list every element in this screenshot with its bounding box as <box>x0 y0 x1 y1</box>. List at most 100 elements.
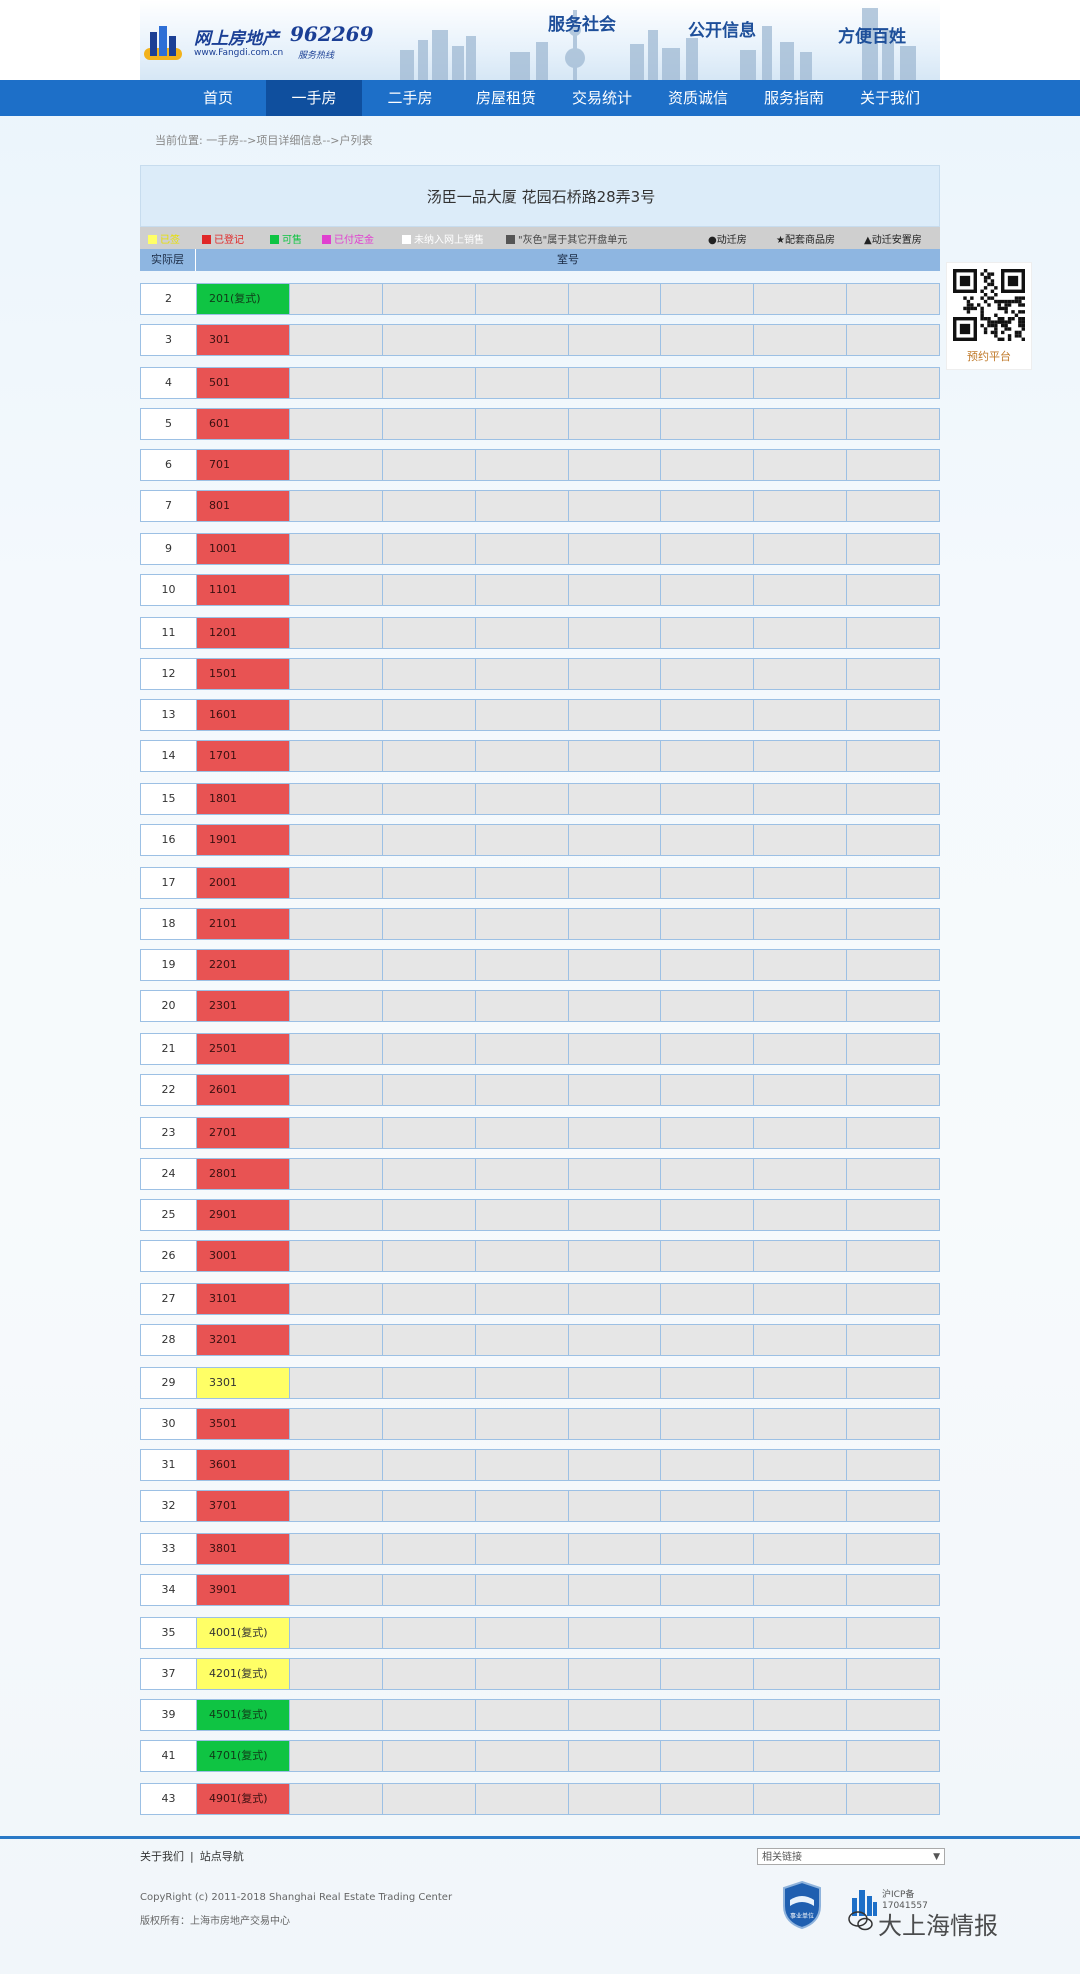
chevron-down-icon: ▼ <box>933 1852 940 1862</box>
empty-cell <box>568 1368 662 1398</box>
footer-divider <box>0 1836 1080 1839</box>
table-row: 12 1501 <box>140 658 940 690</box>
empty-cell <box>289 1034 383 1064</box>
unit-cell[interactable]: 3001 <box>197 1241 290 1271</box>
unit-cell[interactable]: 301 <box>197 325 290 355</box>
empty-cell <box>847 825 939 855</box>
empty-cell <box>847 1409 939 1439</box>
empty-cell <box>661 741 755 771</box>
empty-cell <box>661 368 755 398</box>
unit-cell[interactable]: 4901(复式) <box>197 1784 290 1814</box>
nav-item[interactable]: 资质诚信 <box>667 89 728 107</box>
empty-cell <box>847 1450 939 1480</box>
nav-item[interactable]: 首页 <box>202 89 233 107</box>
unit-cell[interactable]: 4201(复式) <box>197 1659 290 1689</box>
unit-cell[interactable]: 3801 <box>197 1534 290 1564</box>
legend-marker: ●动迁房 <box>708 235 747 246</box>
unit-cell[interactable]: 2501 <box>197 1034 290 1064</box>
empty-cell <box>475 1700 569 1730</box>
unit-cell[interactable]: 3601 <box>197 1450 290 1480</box>
qr-widget[interactable]: 预约平台 <box>946 262 1032 370</box>
unit-cell[interactable]: 2801 <box>197 1159 290 1189</box>
empty-cell <box>382 1618 476 1648</box>
empty-cell <box>568 991 662 1021</box>
unit-cell[interactable]: 2601 <box>197 1075 290 1105</box>
empty-cell <box>847 491 939 521</box>
unit-cell[interactable]: 701 <box>197 450 290 480</box>
unit-cell[interactable]: 2201 <box>197 950 290 980</box>
unit-cell[interactable]: 1101 <box>197 575 290 605</box>
icp-record[interactable]: 沪ICP备 17041557 <box>882 1890 928 1912</box>
unit-cell[interactable]: 3201 <box>197 1325 290 1355</box>
unit-cell[interactable]: 2001 <box>197 868 290 898</box>
empty-cell <box>475 284 569 314</box>
empty-cell <box>661 1118 755 1148</box>
floor-number: 34 <box>141 1575 197 1605</box>
unit-cell[interactable]: 2301 <box>197 991 290 1021</box>
unit-cell[interactable]: 601 <box>197 409 290 439</box>
unit-cell[interactable]: 1501 <box>197 659 290 689</box>
floor-number: 2 <box>141 284 197 314</box>
empty-cell <box>475 1450 569 1480</box>
floor-number: 31 <box>141 1450 197 1480</box>
floor-number: 21 <box>141 1034 197 1064</box>
unit-cell[interactable]: 1901 <box>197 825 290 855</box>
empty-cell <box>754 1409 848 1439</box>
unit-cell[interactable]: 1801 <box>197 784 290 814</box>
floor-number: 43 <box>141 1784 197 1814</box>
empty-cell <box>475 1784 569 1814</box>
legend-item: 已付定金 <box>322 231 374 246</box>
empty-cell <box>568 1118 662 1148</box>
unit-cell[interactable]: 1201 <box>197 618 290 648</box>
unit-list-panel: 汤臣一品大厦 花园石桥路28弄3号 已签 已登记 可售 已付定金 未纳入网上销售 "灰色"… <box>140 165 940 1820</box>
empty-cell <box>475 1491 569 1521</box>
empty-cell <box>289 991 383 1021</box>
unit-cell[interactable]: 4001(复式) <box>197 1618 290 1648</box>
empty-cell <box>754 1075 848 1105</box>
footer-link-sitemap[interactable]: 站点导航 <box>199 1850 244 1863</box>
empty-cell <box>847 1659 939 1689</box>
footer-link-about[interactable]: 关于我们 <box>140 1850 184 1863</box>
nav-item[interactable]: 二手房 <box>387 89 433 107</box>
empty-cell <box>847 868 939 898</box>
unit-cell[interactable]: 3301 <box>197 1368 290 1398</box>
public-institution-badge-icon[interactable]: 事业单位 <box>782 1880 822 1930</box>
empty-cell <box>568 1618 662 1648</box>
unit-cell[interactable]: 801 <box>197 491 290 521</box>
empty-cell <box>382 1325 476 1355</box>
unit-cell[interactable]: 2701 <box>197 1118 290 1148</box>
table-row: 26 3001 <box>140 1240 940 1272</box>
legend-item: 可售 <box>270 231 302 246</box>
nav-item[interactable]: 交易统计 <box>571 89 632 107</box>
empty-cell <box>847 1534 939 1564</box>
unit-cell[interactable]: 3501 <box>197 1409 290 1439</box>
site-logo[interactable]: 网上房地产 www.Fangdi.com.cn 962269 服务热线 <box>140 18 380 68</box>
floor-number: 3 <box>141 325 197 355</box>
empty-cell <box>661 575 755 605</box>
nav-item[interactable]: 房屋租赁 <box>475 89 536 107</box>
unit-cell[interactable]: 1001 <box>197 534 290 564</box>
unit-cell[interactable]: 1701 <box>197 741 290 771</box>
unit-cell[interactable]: 4701(复式) <box>197 1741 290 1771</box>
unit-cell[interactable]: 3901 <box>197 1575 290 1605</box>
empty-cell <box>661 868 755 898</box>
unit-cell[interactable]: 2901 <box>197 1200 290 1230</box>
related-links-value: 相关链接 <box>762 1852 802 1863</box>
empty-cell <box>568 1159 662 1189</box>
unit-cell[interactable]: 501 <box>197 368 290 398</box>
empty-cell <box>475 1200 569 1230</box>
unit-cell[interactable]: 2101 <box>197 909 290 939</box>
related-links-select[interactable]: 相关链接 ▼ <box>757 1848 945 1865</box>
nav-item[interactable]: 服务指南 <box>763 89 824 107</box>
nav-item[interactable]: 关于我们 <box>859 89 920 107</box>
empty-cell <box>754 1534 848 1564</box>
nav-item[interactable]: 一手房 <box>266 80 362 116</box>
unit-cell[interactable]: 1601 <box>197 700 290 730</box>
empty-cell <box>754 1659 848 1689</box>
floor-number: 19 <box>141 950 197 980</box>
unit-cell[interactable]: 3101 <box>197 1284 290 1314</box>
unit-cell[interactable]: 201(复式) <box>197 284 290 314</box>
unit-cell[interactable]: 4501(复式) <box>197 1700 290 1730</box>
unit-cell[interactable]: 3701 <box>197 1491 290 1521</box>
legend-swatch <box>270 235 279 244</box>
